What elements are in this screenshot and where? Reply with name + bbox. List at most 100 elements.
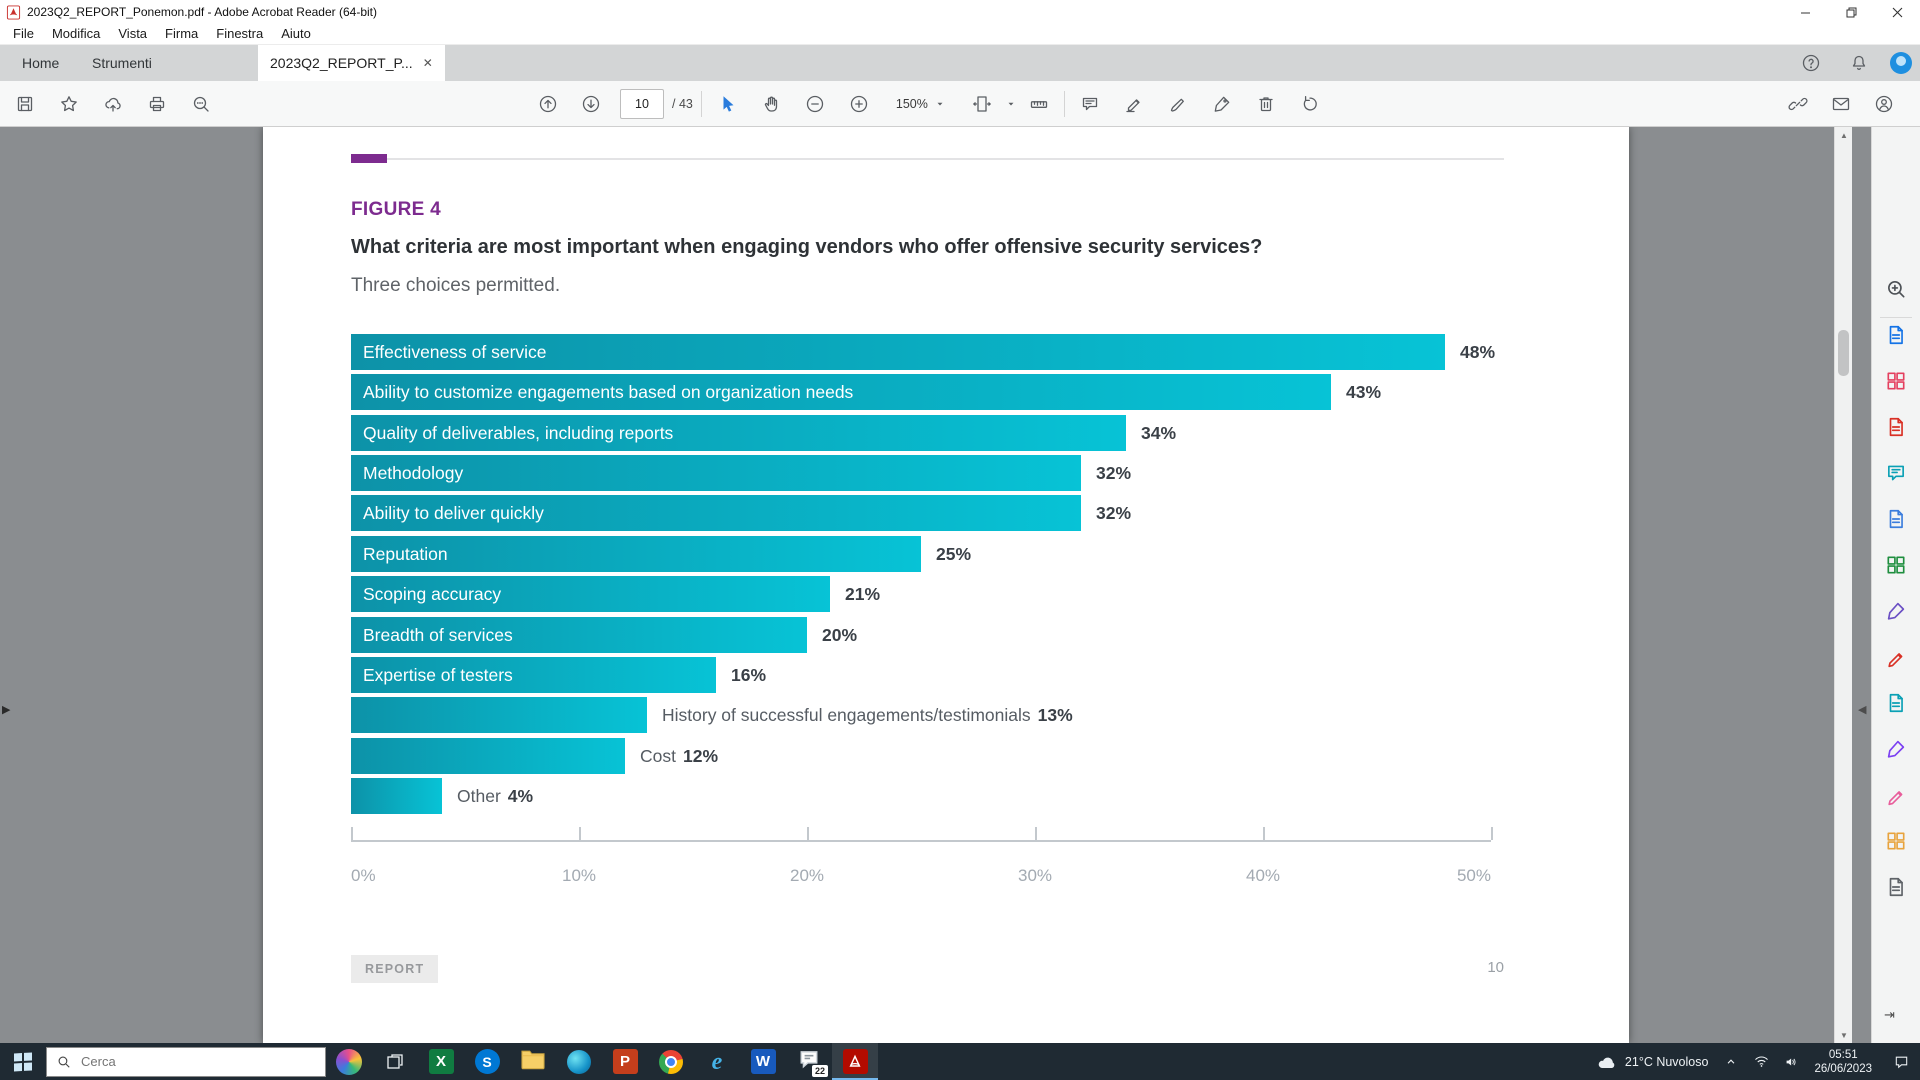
start-button[interactable]	[0, 1043, 46, 1080]
help-icon[interactable]	[1794, 46, 1828, 80]
tray-expand-icon[interactable]	[1718, 1043, 1744, 1080]
search-zoom-icon[interactable]	[1879, 272, 1913, 306]
avatar[interactable]	[1890, 52, 1912, 74]
window-title: 2023Q2_REPORT_Ponemon.pdf - Adobe Acroba…	[27, 5, 377, 19]
tab-close-icon[interactable]: ✕	[422, 56, 433, 70]
menu-item-finestra[interactable]: Finestra	[216, 26, 264, 41]
share-upload-icon[interactable]	[96, 87, 130, 121]
zoom-in-icon[interactable]	[842, 87, 876, 121]
zoom-out-icon[interactable]	[798, 87, 832, 121]
draw-icon[interactable]	[1161, 87, 1195, 121]
tab-document[interactable]: 2023Q2_REPORT_P... ✕	[258, 45, 445, 81]
tab-tools[interactable]: Strumenti	[92, 55, 152, 71]
right-panel-collapse-icon[interactable]: ◀	[1858, 704, 1867, 716]
bar-row: Effectiveness of service 48%	[351, 334, 1601, 370]
edit-pdf-icon[interactable]	[1879, 640, 1913, 674]
network-icon[interactable]	[1748, 1043, 1774, 1080]
menu-item-aiuto[interactable]: Aiuto	[281, 26, 311, 41]
highlight-icon[interactable]	[1117, 87, 1151, 121]
taskbar-app-skype[interactable]: S	[464, 1043, 510, 1080]
left-panel-expand-icon[interactable]: ▶	[2, 704, 11, 716]
rotate-left-icon[interactable]	[1293, 87, 1327, 121]
taskbar-app-word[interactable]: W	[740, 1043, 786, 1080]
weather-widget[interactable]: 21°C Nuvoloso	[1587, 1043, 1719, 1080]
page-number-input[interactable]	[620, 89, 664, 119]
export-sheet-icon[interactable]	[1879, 548, 1913, 582]
menu-item-firma[interactable]: Firma	[165, 26, 199, 41]
delete-icon[interactable]	[1249, 87, 1283, 121]
comment-tool-icon[interactable]	[1879, 456, 1913, 490]
close-icon[interactable]	[1874, 0, 1920, 24]
bar-label: Quality of deliverables, including repor…	[363, 423, 674, 443]
taskbar-app-chat[interactable]: 22	[786, 1043, 832, 1080]
page-fit-icon[interactable]	[965, 87, 999, 121]
tab-home[interactable]: Home	[22, 55, 60, 71]
taskbar-clock[interactable]: 05:51 26/06/2023	[1804, 1048, 1882, 1076]
title-bar: 2023Q2_REPORT_Ponemon.pdf - Adobe Acroba…	[0, 0, 1920, 24]
mail-icon[interactable]	[1824, 87, 1858, 121]
taskbar-app-chrome[interactable]	[648, 1043, 694, 1080]
comment-icon[interactable]	[1073, 87, 1107, 121]
speaker-icon[interactable]	[1778, 1043, 1804, 1080]
taskbar-app-edge[interactable]: e	[694, 1043, 740, 1080]
request-signatures-icon[interactable]	[1879, 732, 1913, 766]
print-icon[interactable]	[140, 87, 174, 121]
star-icon[interactable]	[52, 87, 86, 121]
vertical-scrollbar[interactable]: ▲ ▼	[1834, 127, 1852, 1043]
scrollbar-thumb[interactable]	[1838, 330, 1849, 376]
task-view-icon[interactable]	[372, 1043, 418, 1080]
menu-bar: File Modifica Vista Firma Finestra Aiuto	[0, 24, 1920, 45]
minimize-icon[interactable]	[1782, 0, 1828, 24]
taskbar-app-acrobat[interactable]	[832, 1043, 878, 1080]
profile-icon[interactable]	[1867, 87, 1901, 121]
page-down-icon[interactable]	[574, 87, 608, 121]
bar-label: Breadth of services	[363, 625, 513, 645]
cursor-icon[interactable]	[710, 87, 744, 121]
search-input[interactable]	[79, 1053, 303, 1070]
hand-icon[interactable]	[754, 87, 788, 121]
menu-item-file[interactable]: File	[13, 26, 34, 41]
taskbar-app-file-explorer[interactable]	[510, 1043, 556, 1080]
organize-pages-icon[interactable]	[1879, 686, 1913, 720]
bar: Ability to deliver quickly	[351, 495, 1081, 531]
combine-files-icon[interactable]	[1879, 364, 1913, 398]
fill-sign-icon[interactable]	[1205, 87, 1239, 121]
widgets-icon[interactable]	[326, 1043, 372, 1080]
bar: Quality of deliverables, including repor…	[351, 415, 1126, 451]
export-pdf-icon[interactable]	[1879, 318, 1913, 352]
fill-and-sign-icon[interactable]	[1879, 778, 1913, 812]
taskbar-app-powerpoint[interactable]: P	[602, 1043, 648, 1080]
bar-percentage: 16%	[731, 665, 767, 685]
menu-item-modifica[interactable]: Modifica	[51, 26, 101, 41]
taskbar-app-excel[interactable]: X	[418, 1043, 464, 1080]
tab-bar: Home Strumenti 2023Q2_REPORT_P... ✕	[0, 45, 1920, 81]
chevron-down-icon[interactable]	[1006, 99, 1016, 109]
create-pdf-icon[interactable]	[1879, 410, 1913, 444]
action-center-icon[interactable]	[1882, 1043, 1920, 1080]
bar-percentage: 48%	[1460, 342, 1496, 362]
bar-row: Methodology 32%	[351, 455, 1601, 491]
axis-tick	[579, 827, 581, 840]
bar-percentage: 4%	[507, 786, 534, 806]
scroll-up-icon[interactable]: ▲	[1840, 130, 1848, 140]
send-for-signature-icon[interactable]	[1879, 594, 1913, 628]
bar-label: Expertise of testers	[363, 665, 513, 685]
taskbar-search[interactable]	[46, 1046, 326, 1077]
more-tools-icon[interactable]	[1879, 870, 1913, 904]
bell-icon[interactable]	[1842, 46, 1876, 80]
zoom-level-control[interactable]: 150%	[886, 89, 951, 119]
taskbar-app-edge-sphere[interactable]	[556, 1043, 602, 1080]
restore-icon[interactable]	[1828, 0, 1874, 24]
save-icon[interactable]	[8, 87, 42, 121]
copy-files-icon[interactable]	[1879, 824, 1913, 858]
scroll-down-icon[interactable]: ▼	[1840, 1030, 1848, 1040]
measure-icon[interactable]	[1022, 87, 1056, 121]
link-icon[interactable]	[1781, 87, 1815, 121]
share-doc-icon[interactable]	[1879, 502, 1913, 536]
page-up-icon[interactable]	[531, 87, 565, 121]
document-workspace: FIGURE 4 What criteria are most importan…	[0, 127, 1920, 1043]
menu-item-vista[interactable]: Vista	[118, 26, 148, 41]
bar: Effectiveness of service	[351, 334, 1445, 370]
open-tools-panel-icon[interactable]: ⇥	[1884, 1007, 1895, 1022]
find-icon[interactable]	[184, 87, 218, 121]
